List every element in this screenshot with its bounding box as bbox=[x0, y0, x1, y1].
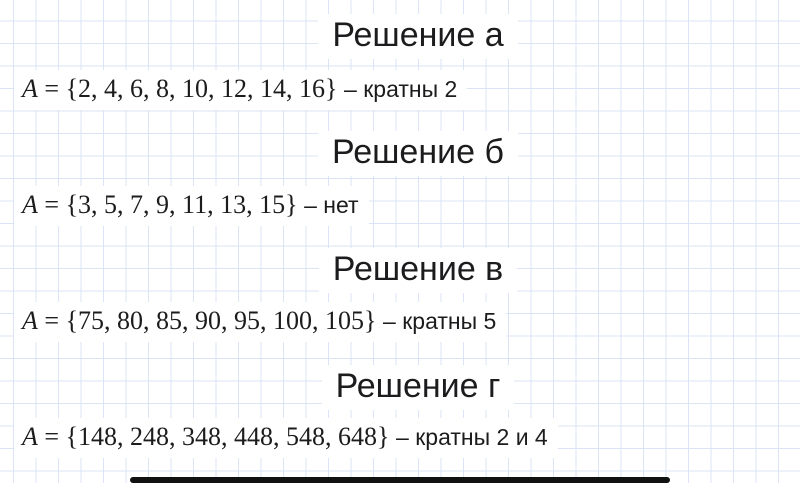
math-variable: A bbox=[22, 306, 38, 335]
note-text: – кратны 5 bbox=[383, 308, 497, 334]
formula-row: A = {2, 4, 6, 8, 10, 12, 14, 16} – кратн… bbox=[14, 70, 468, 110]
note-text: – кратны 2 bbox=[344, 76, 458, 102]
section-heading-a: Решение а bbox=[318, 14, 518, 59]
equals-sign: = bbox=[44, 74, 60, 103]
set-values: {3, 5, 7, 9, 11, 13, 15} bbox=[65, 190, 298, 219]
equals-sign: = bbox=[44, 190, 60, 219]
set-values: {2, 4, 6, 8, 10, 12, 14, 16} bbox=[65, 74, 338, 103]
section-heading-g: Решение г bbox=[321, 365, 515, 410]
note-text: – нет bbox=[304, 192, 359, 218]
equals-sign: = bbox=[44, 422, 60, 451]
math-variable: A bbox=[22, 190, 38, 219]
set-values: {75, 80, 85, 90, 95, 100, 105} bbox=[65, 306, 377, 335]
section-heading-v: Решение в bbox=[318, 248, 518, 293]
section-heading-b: Решение б bbox=[318, 131, 518, 176]
section-heading-row: Решение в bbox=[0, 248, 800, 293]
note-text: – кратны 2 и 4 bbox=[396, 424, 548, 450]
formula-g: A = {148, 248, 348, 448, 548, 648} – кра… bbox=[14, 418, 558, 458]
bottom-bar bbox=[130, 477, 670, 483]
formula-row: A = {75, 80, 85, 90, 95, 100, 105} – кра… bbox=[14, 302, 507, 342]
formula-b: A = {3, 5, 7, 9, 11, 13, 15} – нет bbox=[14, 186, 369, 226]
equals-sign: = bbox=[44, 306, 60, 335]
math-variable: A bbox=[22, 422, 38, 451]
formula-row: A = {3, 5, 7, 9, 11, 13, 15} – нет bbox=[14, 186, 369, 226]
math-variable: A bbox=[22, 74, 38, 103]
formula-a: A = {2, 4, 6, 8, 10, 12, 14, 16} – кратн… bbox=[14, 70, 468, 110]
set-values: {148, 248, 348, 448, 548, 648} bbox=[65, 422, 390, 451]
formula-row: A = {148, 248, 348, 448, 548, 648} – кра… bbox=[14, 418, 558, 458]
section-heading-row: Решение г bbox=[0, 365, 800, 410]
section-heading-row: Решение а bbox=[0, 14, 800, 59]
formula-v: A = {75, 80, 85, 90, 95, 100, 105} – кра… bbox=[14, 302, 507, 342]
section-heading-row: Решение б bbox=[0, 131, 800, 176]
